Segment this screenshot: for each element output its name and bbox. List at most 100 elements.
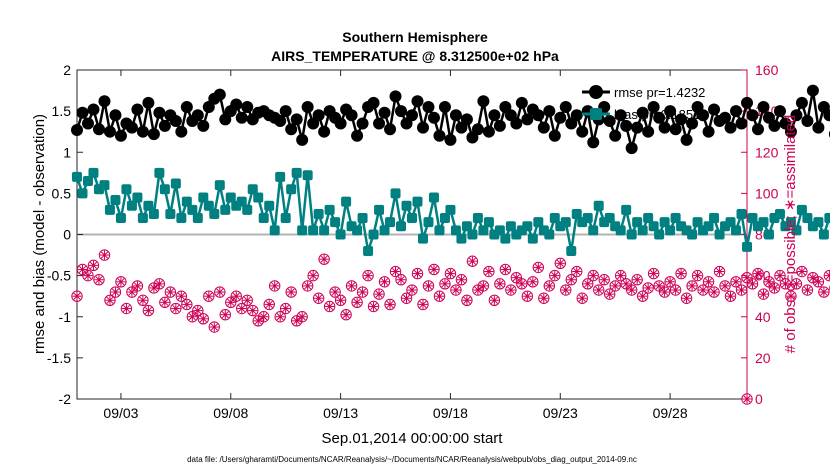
obs-possible-point xyxy=(686,280,698,292)
obs-assimilated-point xyxy=(643,283,653,293)
obs-assimilated-point xyxy=(445,268,456,279)
obs-assimilated-point xyxy=(165,287,175,297)
rmse-point xyxy=(449,109,462,122)
bias-point xyxy=(456,233,467,244)
obs-assimilated-point xyxy=(187,312,197,322)
obs-possible-point xyxy=(230,290,242,302)
bias-point xyxy=(308,225,319,236)
bias-point xyxy=(626,229,637,240)
obs-assimilated-point xyxy=(692,271,703,281)
obs-assimilated-point xyxy=(429,264,439,275)
rmse-point xyxy=(395,105,408,118)
obs-assimilated-point xyxy=(374,289,384,299)
obs-assimilated-point xyxy=(764,277,774,287)
obs-assimilated-point xyxy=(495,279,505,289)
obs-possible-point xyxy=(735,284,748,296)
rmse-point xyxy=(367,96,380,109)
obs-possible-point xyxy=(175,290,188,302)
rmse-point xyxy=(318,125,331,138)
bias-point xyxy=(159,184,170,195)
rmse-point xyxy=(773,105,786,118)
obs-assimilated-point xyxy=(572,266,582,277)
obs-possible-point xyxy=(279,302,292,315)
obs-possible-point xyxy=(614,269,627,282)
chart-title-line1: Southern Hemisphere xyxy=(342,29,488,45)
y-right-tick-label: 0 xyxy=(755,391,763,407)
obs-possible-point xyxy=(543,280,555,292)
obs-assimilated-point xyxy=(791,279,802,289)
obs-possible-point xyxy=(400,292,413,304)
obs-possible-point xyxy=(554,257,566,269)
bias-point xyxy=(214,180,225,191)
bias-point xyxy=(176,213,187,224)
obs-possible-point xyxy=(373,288,385,300)
obs-assimilated-point xyxy=(204,291,214,301)
obs-assimilated-point xyxy=(99,250,110,260)
rmse-point xyxy=(768,119,781,132)
obs-assimilated-point xyxy=(599,275,609,285)
obs-assimilated-point xyxy=(248,305,258,316)
bias-point xyxy=(132,192,143,203)
bias-point xyxy=(500,233,511,244)
obs-possible-point xyxy=(82,269,94,282)
rmse-point xyxy=(433,129,446,142)
bias-point xyxy=(643,213,654,224)
obs-assimilated-point xyxy=(577,293,587,303)
obs-assimilated-point xyxy=(731,277,741,287)
rmse-point xyxy=(312,109,325,122)
bias-point xyxy=(291,167,302,178)
bias-point xyxy=(198,192,209,203)
obs-assimilated-point xyxy=(396,275,406,285)
rmse-point xyxy=(636,106,649,119)
obs-assimilated-point xyxy=(401,293,412,303)
obs-assimilated-point xyxy=(780,279,791,289)
obs-possible-point xyxy=(433,290,446,302)
obs-possible-point xyxy=(214,286,226,298)
legend-rmse-label: rmse pr=1.4232 xyxy=(614,85,705,100)
bias-point xyxy=(632,217,643,228)
obs-possible-point xyxy=(120,302,133,315)
obs-possible-point xyxy=(192,304,204,317)
obs-possible-point xyxy=(571,265,583,278)
obs-assimilated-point xyxy=(566,275,576,285)
x-tick-label: 09/13 xyxy=(323,405,358,421)
legend-rmse-marker xyxy=(589,85,603,99)
x-tick-label: 09/08 xyxy=(213,405,248,421)
rmse-point xyxy=(136,125,149,138)
bias-point xyxy=(170,178,181,189)
obs-possible-point xyxy=(521,290,534,302)
bias-point xyxy=(648,221,659,232)
obs-possible-point xyxy=(170,302,182,315)
y-left-tick-label: -0.5 xyxy=(47,268,71,284)
bias-point xyxy=(747,213,758,224)
obs-possible-point xyxy=(367,300,380,313)
rmse-point xyxy=(784,125,797,138)
obs-assimilated-point xyxy=(676,268,686,279)
obs-possible-point xyxy=(87,259,100,272)
bias-point xyxy=(302,170,313,181)
obs-possible-point xyxy=(527,276,539,288)
obs-possible-point xyxy=(323,300,336,313)
bias-point xyxy=(478,225,489,236)
bias-point xyxy=(269,225,280,236)
obs-assimilated-point xyxy=(270,281,280,291)
obs-possible-point xyxy=(609,280,621,292)
bias-point xyxy=(571,208,582,219)
obs-assimilated-point xyxy=(314,293,324,303)
obs-assimilated-point xyxy=(594,285,604,295)
bias-point xyxy=(472,213,483,224)
rmse-point xyxy=(482,125,495,138)
y-left-tick-label: 0.5 xyxy=(52,185,72,201)
legend: rmse pr=1.4232 bias pr=0.1851 xyxy=(582,85,705,122)
obs-possible-point xyxy=(340,308,352,321)
x-tick-label: 09/18 xyxy=(433,405,468,421)
obs-assimilated-point xyxy=(237,303,247,314)
rmse-point xyxy=(411,95,424,108)
bias-point xyxy=(275,171,286,182)
obs-possible-point xyxy=(691,269,704,282)
obs-possible-point xyxy=(724,290,737,302)
obs-possible-point xyxy=(549,269,561,282)
bias-point xyxy=(236,196,247,207)
rmse-point xyxy=(406,109,418,122)
rmse-point xyxy=(460,113,473,126)
